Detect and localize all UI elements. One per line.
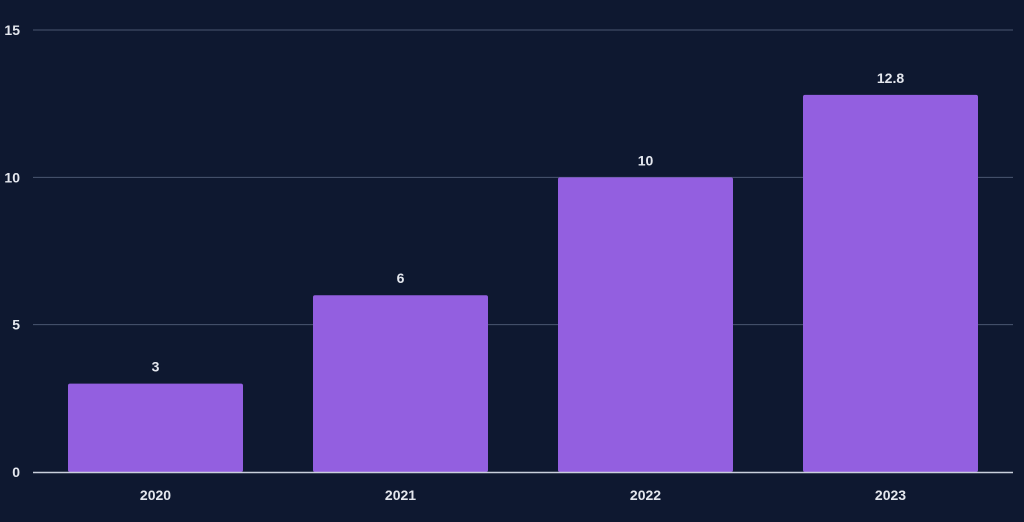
data-labels: 3 6 10 12.8 (152, 70, 905, 375)
x-tick-label-2023: 2023 (875, 487, 906, 503)
bar-2023 (803, 94, 978, 473)
data-label-2022: 10 (638, 152, 654, 168)
bar-2020 (68, 383, 243, 472)
x-tick-label-2021: 2021 (385, 487, 416, 503)
data-label-2023: 12.8 (877, 70, 904, 86)
x-tick-label-2020: 2020 (140, 487, 171, 503)
data-label-2020: 3 (152, 359, 160, 375)
y-tick-label-15: 15 (4, 22, 20, 38)
axes: 0 5 10 15 2020 2021 2022 2023 (4, 22, 1013, 503)
y-tick-label-0: 0 (12, 464, 20, 480)
bar-2022 (558, 177, 733, 473)
data-label-2021: 6 (397, 270, 405, 286)
bars (68, 94, 978, 473)
x-tick-label-2022: 2022 (630, 487, 661, 503)
y-tick-label-10: 10 (4, 169, 20, 185)
y-tick-label-5: 5 (12, 317, 20, 333)
bar-2021 (313, 295, 488, 472)
